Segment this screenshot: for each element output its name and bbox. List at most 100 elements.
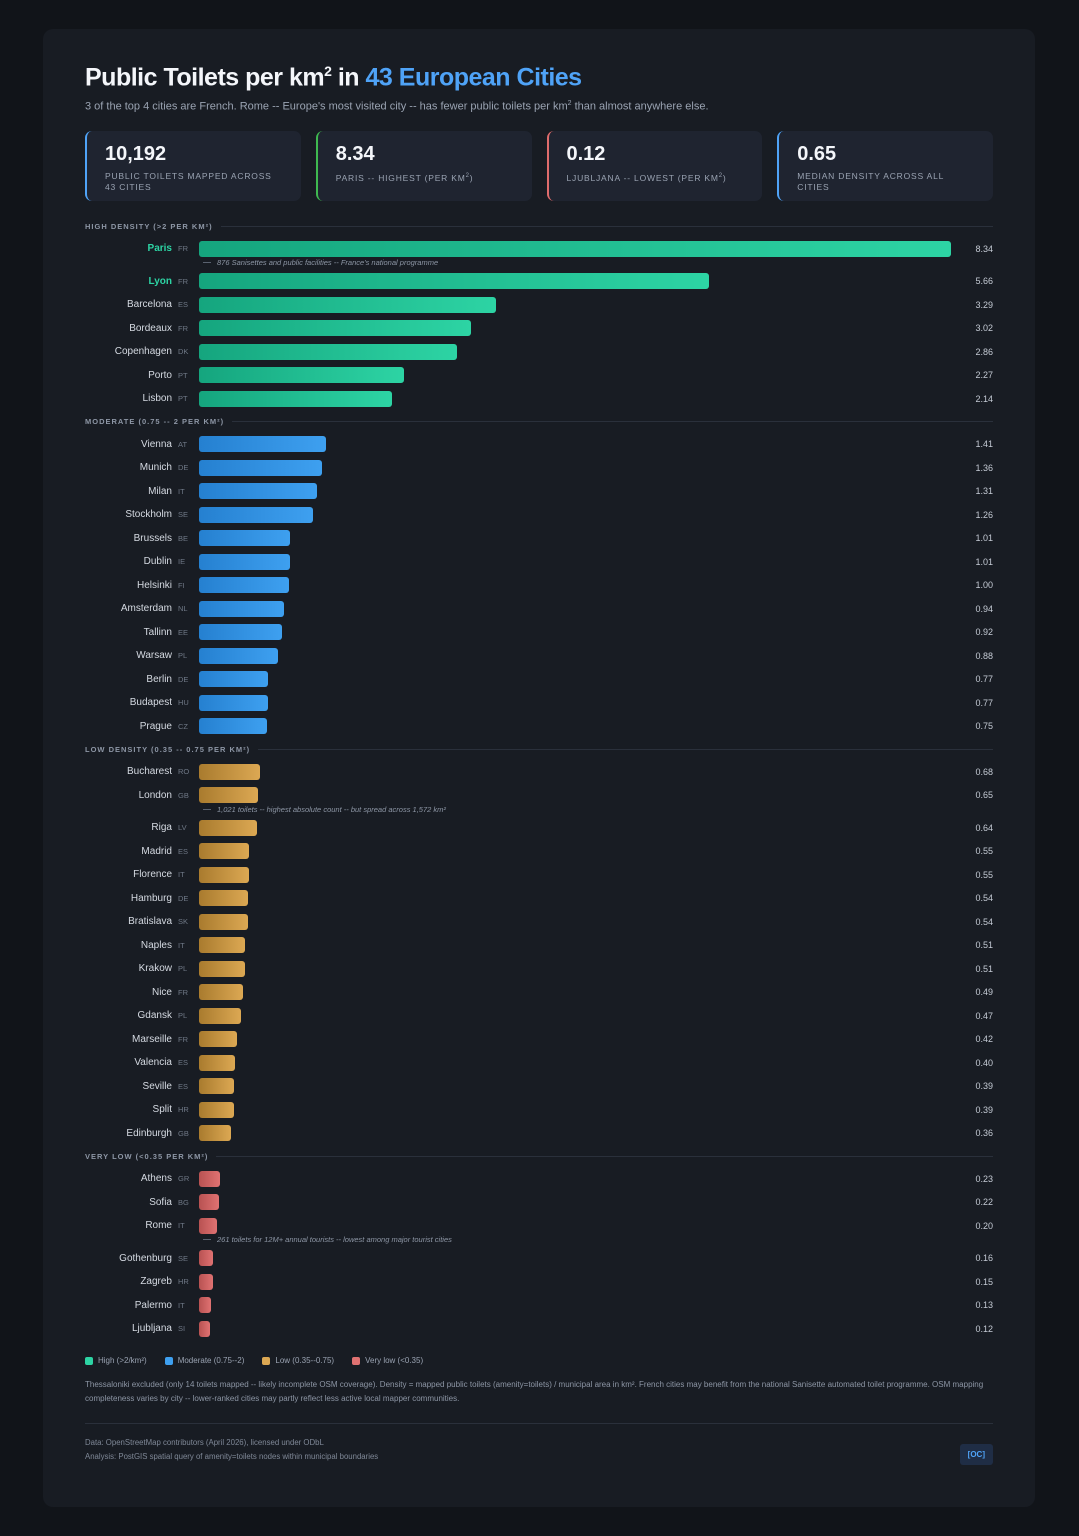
bar-row: Munich DE 1.36 <box>85 456 993 480</box>
country-code: PL <box>178 964 188 974</box>
bar <box>199 436 327 453</box>
bar-track <box>199 1273 951 1290</box>
city-label: Marseille <box>131 1033 172 1045</box>
bar-row: Bordeaux FR 3.02 <box>85 316 993 340</box>
bar-track <box>199 296 951 313</box>
value-label: 1.26 <box>975 509 993 520</box>
bar-row: Marseille FR 0.42 <box>85 1027 993 1051</box>
legend-item: Moderate (0.75--2) <box>164 1356 244 1365</box>
bar-row: Bucharest RO 0.68 <box>85 760 993 784</box>
bar <box>199 1101 235 1118</box>
country-code: IT <box>178 940 185 950</box>
value-label: 0.54 <box>975 916 993 927</box>
footnote: Thessaloniki excluded (only 14 toilets m… <box>85 1380 984 1403</box>
bar-row: Warsaw PL 0.88 <box>85 644 993 668</box>
value-label: 0.65 <box>975 790 993 801</box>
value-label: 0.77 <box>975 674 993 685</box>
bar-row: Helsinki FI 1.00 <box>85 573 993 597</box>
bar-track <box>199 984 951 1001</box>
city-label: Berlin <box>146 673 172 685</box>
city-label: Lyon <box>148 275 172 287</box>
city-label: Madrid <box>141 845 172 857</box>
city-label: Seville <box>142 1080 172 1092</box>
city-label: Ljubljana <box>131 1323 172 1335</box>
city-label: Dublin <box>143 556 172 568</box>
city-label: Hamburg <box>130 892 172 904</box>
value-label: 1.36 <box>975 462 993 473</box>
bar-track <box>199 483 951 500</box>
bar-track <box>199 320 951 337</box>
bar-row: Berlin DE 0.77 <box>85 667 993 691</box>
country-code: LV <box>178 823 187 833</box>
city-label: Budapest <box>129 697 172 709</box>
city-label: Paris <box>147 243 172 255</box>
country-code: FR <box>178 987 188 997</box>
subtitle: 3 of the top 4 cities are French. Rome -… <box>85 100 709 113</box>
country-code: IT <box>178 486 185 496</box>
bar-row: Naples IT 0.51 <box>85 933 993 957</box>
city-label: Split <box>152 1104 172 1116</box>
bar <box>199 367 404 384</box>
bar <box>199 343 457 360</box>
bar-row: Paris FR 8.34 <box>85 237 993 261</box>
bar-row: Gothenburg SE 0.16 <box>85 1246 993 1270</box>
value-label: 1.31 <box>975 486 993 497</box>
city-label: Gdansk <box>137 1010 172 1022</box>
bar-row: Lisbon PT 2.14 <box>85 387 993 411</box>
annotation-text: 1,021 toilets -- highest absolute count … <box>217 804 446 814</box>
value-label: 0.77 <box>975 697 993 708</box>
value-label: 0.15 <box>975 1276 993 1287</box>
country-code: FI <box>178 580 185 590</box>
bar <box>199 960 245 977</box>
legend-swatch <box>164 1356 173 1365</box>
bar-track <box>199 1250 951 1267</box>
country-code: BG <box>178 1197 189 1207</box>
value-label: 0.64 <box>975 822 993 833</box>
value-label: 0.54 <box>975 893 993 904</box>
value-label: 0.49 <box>975 987 993 998</box>
oc-badge: [OC] <box>959 1443 993 1466</box>
value-label: 1.41 <box>975 439 993 450</box>
country-code: ES <box>178 1081 189 1091</box>
stat-total-toilets: 10,192 Public toilets mapped across 43 ci… <box>85 130 301 201</box>
bar-row: Milan IT 1.31 <box>85 479 993 503</box>
bar-track <box>199 819 951 836</box>
bar-row: Palermo IT 0.13 <box>85 1293 993 1317</box>
value-label: 2.14 <box>975 393 993 404</box>
value-label: 0.16 <box>975 1253 993 1264</box>
bar-track <box>199 1031 951 1048</box>
bar <box>199 984 244 1001</box>
bar-track <box>199 459 951 476</box>
value-label: 0.23 <box>975 1173 993 1184</box>
bar <box>199 787 258 804</box>
bar-track <box>199 1078 951 1095</box>
city-label: Milan <box>148 485 172 497</box>
country-code: SE <box>178 1253 189 1263</box>
annotation-dash <box>203 808 211 810</box>
annotation: 261 toilets for 12M+ annual tourists -- … <box>203 1233 993 1246</box>
bar <box>199 671 269 688</box>
city-label: Stockholm <box>125 509 172 521</box>
legend-swatch <box>352 1356 361 1365</box>
value-label: 0.39 <box>975 1081 993 1092</box>
bar-row: Edinburgh GB 0.36 <box>85 1121 993 1145</box>
city-label: Krakow <box>138 963 172 975</box>
legend-item: High (>2/km²) <box>85 1356 147 1365</box>
city-label: Riga <box>151 822 172 834</box>
bar-track <box>199 960 951 977</box>
country-code: HR <box>178 1105 189 1115</box>
country-code: NL <box>178 604 188 614</box>
legend-swatch <box>85 1356 93 1365</box>
bar-track <box>199 718 951 735</box>
section-rule <box>232 421 993 423</box>
city-label: Gothenburg <box>119 1252 172 1264</box>
bar <box>199 763 261 780</box>
bar-row: Nice FR 0.49 <box>85 980 993 1004</box>
bar-row: Gdansk PL 0.47 <box>85 1004 993 1028</box>
section-header: VERY LOW (<0.35 PER KM²) <box>85 1151 993 1162</box>
value-label: 0.40 <box>975 1057 993 1068</box>
country-code: GR <box>178 1174 190 1184</box>
bar <box>199 600 284 617</box>
legend-label: High (>2/km²) <box>98 1356 147 1366</box>
bar <box>199 390 392 407</box>
